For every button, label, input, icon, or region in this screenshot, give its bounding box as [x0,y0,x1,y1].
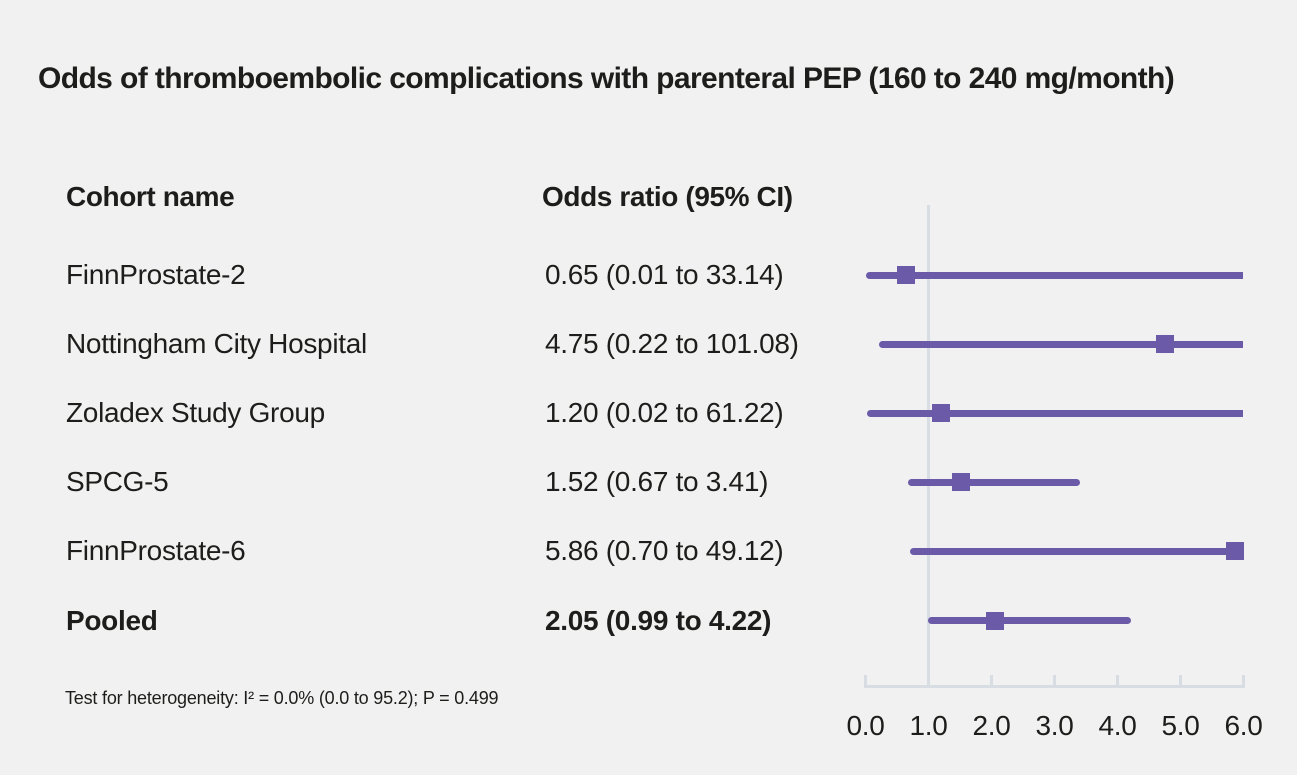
confidence-interval-line [879,340,1244,348]
x-axis-tick [1116,675,1119,685]
odds-ratio-value: 5.86 (0.70 to 49.12) [545,535,784,567]
odds-ratio-marker [952,473,971,492]
odds-ratio-value: 0.65 (0.01 to 33.14) [545,259,784,290]
x-axis-tick [1053,675,1056,685]
cohort-label: Nottingham City Hospital [66,328,367,360]
x-axis-tick [864,675,867,685]
x-axis-tick-label: 4.0 [1098,710,1137,741]
cohort-label: Pooled [66,604,158,636]
x-axis-tick [990,675,993,685]
odds-ratio-value: 2.05 (0.99 to 4.22) [545,604,772,636]
reference-line [927,205,930,688]
x-axis-tick-label: 5.0 [1161,710,1200,741]
cohort-label: FinnProstate-6 [66,535,246,567]
cohort-label: SPCG-5 [66,466,169,498]
column-header-odds-ratio: Odds ratio (95% CI) [542,181,793,212]
confidence-interval-line [927,617,1132,624]
odds-ratio-marker [897,266,916,284]
confidence-interval-line [866,409,1244,417]
column-header-cohort-name: Cohort name [66,181,235,212]
odds-ratio-marker [1225,542,1244,561]
figure-title: Odds of thromboembolic complications wit… [38,62,1175,95]
odds-ratio-value: 1.52 (0.67 to 3.41) [545,466,769,498]
confidence-interval-line [866,271,1244,279]
x-axis-tick-label: 2.0 [972,710,1011,741]
x-axis-tick-label: 6.0 [1224,710,1263,741]
x-axis-line [864,685,1245,688]
x-axis-tick-label: 0.0 [846,710,885,741]
cohort-label: FinnProstate-2 [66,259,246,290]
x-axis-tick [927,675,930,685]
odds-ratio-marker [932,404,951,423]
odds-ratio-value: 4.75 (0.22 to 101.08) [545,328,799,360]
confidence-interval-line [907,478,1081,486]
odds-ratio-marker [1155,335,1174,354]
heterogeneity-footnote: Test for heterogeneity: I² = 0.0% (0.0 t… [65,688,499,708]
odds-ratio-marker [985,611,1004,630]
cohort-label: Zoladex Study Group [66,397,325,429]
x-axis-tick [1242,675,1245,685]
x-axis-tick [1179,675,1182,685]
odds-ratio-value: 1.20 (0.02 to 61.22) [545,397,784,429]
confidence-interval-line [909,547,1244,555]
x-axis-tick-label: 3.0 [1035,710,1074,741]
x-axis-tick-label: 1.0 [909,710,948,741]
